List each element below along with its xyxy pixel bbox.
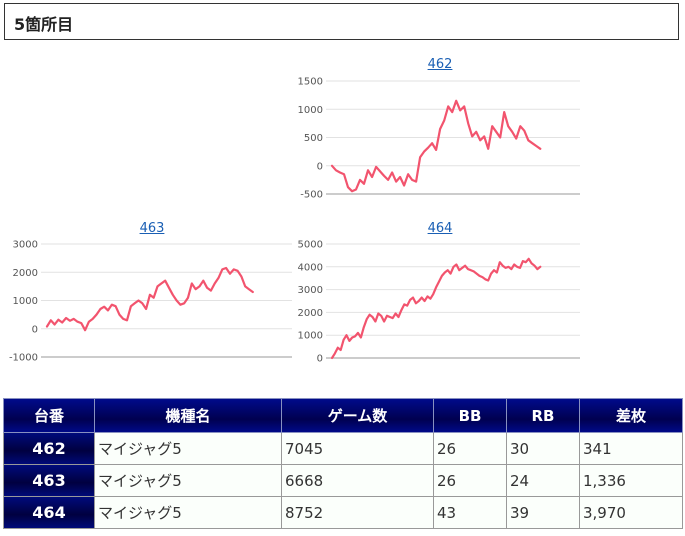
- y-tick-label: 3000: [298, 285, 323, 296]
- chart-title-link-464[interactable]: 464: [427, 221, 453, 236]
- cell-machine-number: 464: [3, 496, 95, 529]
- header-bb: BB: [433, 398, 507, 433]
- header-difference: 差枚: [579, 398, 683, 433]
- cell-difference: 1,336: [579, 464, 683, 497]
- table-row: 462 マイジャグ5 7045 26 30 341: [3, 432, 683, 465]
- cell-difference: 3,970: [579, 496, 683, 529]
- cell-machine-number: 462: [3, 432, 95, 465]
- cell-difference: 341: [579, 432, 683, 465]
- series-line: [330, 99, 542, 193]
- y-tick-label: 1000: [298, 331, 323, 342]
- header-machine-number: 台番: [3, 398, 95, 433]
- machine-data-table: 台番 機種名 ゲーム数 BB RB 差枚 462 マイジャグ5 7045 26 …: [3, 398, 683, 529]
- cell-game-count: 8752: [281, 496, 434, 529]
- cell-game-count: 6668: [281, 464, 434, 497]
- y-tick-label: 1000: [13, 296, 38, 307]
- cell-rb: 24: [506, 464, 580, 497]
- section-title-box: 5箇所目: [4, 3, 679, 40]
- y-tick-label: -1000: [9, 353, 38, 364]
- cell-rb: 39: [506, 496, 580, 529]
- y-tick-label: 1500: [298, 77, 323, 88]
- y-tick-label: 500: [304, 133, 323, 144]
- y-tick-label: 0: [317, 161, 323, 172]
- cell-model-name: マイジャグ5: [94, 432, 282, 465]
- table-row: 463 マイジャグ5 6668 26 24 1,336: [3, 464, 683, 497]
- y-tick-label: 5000: [298, 240, 323, 251]
- table-header-row: 台番 機種名 ゲーム数 BB RB 差枚: [3, 398, 683, 433]
- line-chart-463: 3000 2000 1000 0 -1000: [9, 240, 292, 364]
- y-tick-label: 2000: [13, 268, 38, 279]
- chart-title-link-463[interactable]: 463: [139, 221, 165, 236]
- cell-machine-number: 463: [3, 464, 95, 497]
- table-row: 464 マイジャグ5 8752 43 39 3,970: [3, 496, 683, 529]
- series-line: [45, 266, 254, 332]
- series-line: [330, 257, 542, 360]
- y-tick-label: 2000: [298, 308, 323, 319]
- cell-model-name: マイジャグ5: [94, 464, 282, 497]
- cell-rb: 30: [506, 432, 580, 465]
- cell-game-count: 7045: [281, 432, 434, 465]
- y-tick-label: 3000: [13, 240, 38, 251]
- y-tick-label: 1000: [298, 105, 323, 116]
- header-rb: RB: [506, 398, 580, 433]
- cell-bb: 43: [433, 496, 507, 529]
- y-tick-label: 4000: [298, 262, 323, 273]
- header-model-name: 機種名: [94, 398, 282, 433]
- header-game-count: ゲーム数: [281, 398, 434, 433]
- cell-bb: 26: [433, 464, 507, 497]
- y-tick-label: 0: [317, 354, 323, 365]
- line-chart-462: 1500 1000 500 0 -500: [298, 77, 580, 201]
- section-title: 5箇所目: [14, 15, 74, 34]
- chart-title-link-462[interactable]: 462: [427, 57, 453, 72]
- y-tick-label: -500: [300, 190, 323, 201]
- cell-bb: 26: [433, 432, 507, 465]
- y-tick-label: 0: [32, 324, 38, 335]
- line-chart-464: 5000 4000 3000 2000 1000 0: [298, 240, 580, 365]
- cell-model-name: マイジャグ5: [94, 496, 282, 529]
